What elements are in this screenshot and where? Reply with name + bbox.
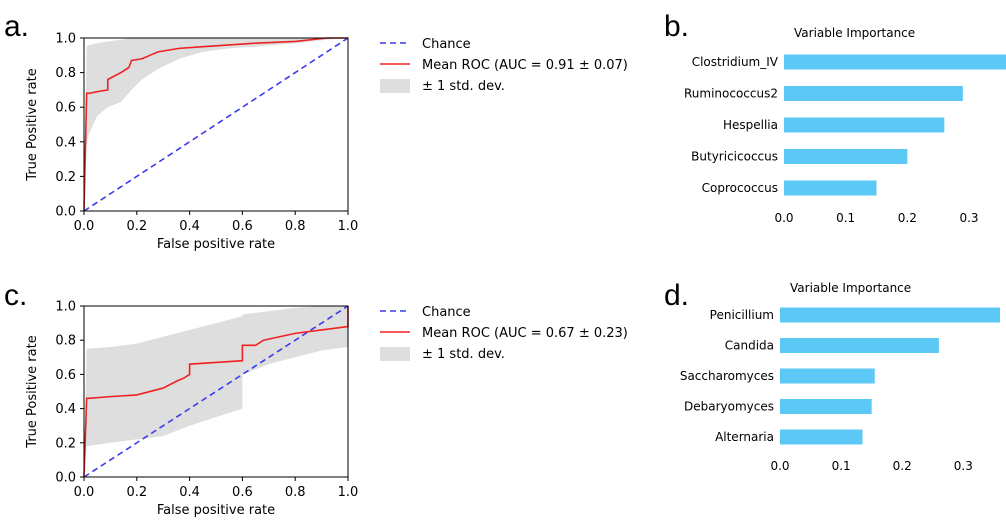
y-tick-label: 0.0	[55, 205, 76, 220]
roc-chart-c: 0.0 0.2 0.4 0.6 0.8 1.0 0.0 0.2 0.4 0.6 0.8 1.0 Fals…	[25, 300, 628, 519]
legend-band-label: ± 1 std. dev.	[422, 79, 505, 94]
category-label: Alternaria	[715, 430, 774, 444]
x-tick-label: 1.0	[338, 485, 359, 500]
plot-frame	[83, 37, 349, 212]
x-tick-label: 0.3	[959, 211, 978, 225]
x-tick-label: 0.4	[179, 219, 200, 234]
bar	[780, 368, 875, 384]
x-axis-title: False positive rate	[157, 503, 275, 518]
y-tick-label: 0.4	[55, 402, 76, 417]
mean-roc-line	[83, 306, 349, 478]
importance-chart-d: Variable Importance Penicillium Candida Sac…	[680, 281, 1000, 473]
category-label: Butyricicoccus	[691, 150, 778, 164]
legend-band-swatch	[380, 79, 410, 93]
x-tick-label: 0.3	[954, 459, 973, 473]
panel-letter-a: a.	[4, 10, 29, 43]
chance-line	[83, 37, 349, 212]
panel-letter-d: d.	[664, 279, 689, 312]
bar	[780, 338, 939, 353]
std-dev-band	[84, 38, 348, 211]
x-tick-label: 1.0	[338, 219, 359, 234]
x-tick-label: 0.2	[898, 211, 917, 225]
chart-title: Variable Importance	[794, 26, 915, 40]
bar	[784, 54, 1006, 70]
y-tick-label: 0.2	[55, 436, 76, 451]
y-tick-label: 1.0	[55, 32, 76, 47]
category-label: Saccharomyces	[680, 369, 774, 383]
chance-line	[83, 305, 349, 478]
y-axis-title: True Positive rate	[25, 335, 40, 448]
y-tick-label: 0.6	[55, 101, 76, 116]
y-tick-label: 0.6	[55, 368, 76, 383]
roc-chart-a: 0.0 0.2 0.4 0.6 0.8 1.0 0.0 0.2 0.4 0.6 0.8 1.0 Fals…	[25, 32, 628, 253]
bar	[780, 429, 863, 445]
category-label: Candida	[725, 339, 774, 353]
bar	[784, 180, 877, 196]
legend-roc-label: Mean ROC (AUC = 0.91 ± 0.07)	[422, 58, 628, 73]
x-tick-label: 0.1	[836, 211, 855, 225]
category-label: Clostridium_IV	[692, 55, 779, 69]
plot-frame	[83, 305, 349, 478]
x-tick-label: 0.4	[179, 485, 200, 500]
y-tick-label: 0.4	[55, 135, 76, 150]
legend-roc-label: Mean ROC (AUC = 0.67 ± 0.23)	[422, 326, 628, 341]
y-tick-label: 0.8	[55, 334, 76, 349]
x-tick-label: 0.2	[126, 219, 147, 234]
category-label: Penicillium	[710, 308, 774, 322]
bar	[784, 86, 963, 101]
category-label: Debaryomyces	[684, 400, 774, 414]
y-tick-label: 0.0	[55, 471, 76, 486]
bar	[780, 399, 872, 414]
x-tick-label: 0.0	[74, 219, 95, 234]
category-label: Ruminococcus2	[684, 87, 778, 101]
legend-band-label: ± 1 std. dev.	[422, 347, 505, 362]
bar	[784, 149, 908, 164]
y-tick-label: 1.0	[55, 300, 76, 315]
x-tick-label: 0.8	[285, 219, 306, 234]
chart-title: Variable Importance	[790, 281, 911, 295]
importance-chart-b: Variable Importance Clostridium_IV Ruminoc…	[684, 26, 1006, 225]
legend-chance-label: Chance	[422, 37, 471, 52]
x-tick-label: 0.1	[832, 459, 851, 473]
x-tick-label: 0.0	[774, 211, 793, 225]
x-tick-label: 0.6	[232, 485, 253, 500]
x-tick-label: 0.6	[232, 219, 253, 234]
panel-letter-b: b.	[664, 10, 689, 43]
y-axis-title: True Positive rate	[25, 68, 40, 181]
x-axis-title: False positive rate	[157, 237, 275, 252]
x-tick-label: 0.2	[126, 485, 147, 500]
x-tick-label: 0.2	[893, 459, 912, 473]
legend-chance-label: Chance	[422, 305, 471, 320]
category-label: Coprococcus	[702, 181, 778, 195]
y-tick-label: 0.2	[55, 170, 76, 185]
bar	[784, 117, 945, 133]
x-tick-label: 0.0	[770, 459, 789, 473]
panel-letter-c: c.	[4, 279, 27, 312]
legend-band-swatch	[380, 347, 410, 361]
y-tick-label: 0.8	[55, 66, 76, 81]
x-tick-label: 0.8	[285, 485, 306, 500]
x-tick-label: 0.0	[74, 485, 95, 500]
mean-roc-line	[83, 37, 348, 212]
bar	[780, 307, 1000, 323]
category-label: Hespellia	[723, 118, 778, 132]
